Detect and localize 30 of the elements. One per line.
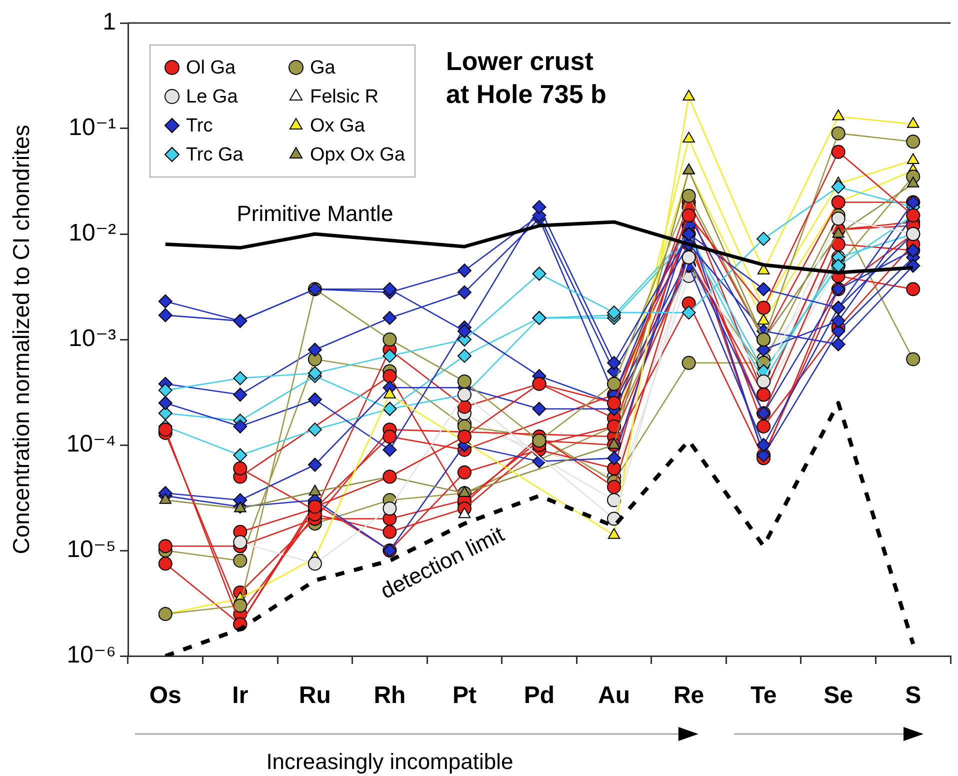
x-tick-label: S	[905, 682, 922, 710]
y-tick-label: 10⁻⁴	[66, 430, 116, 458]
y-tick-label: 10⁻⁵	[66, 536, 116, 564]
text: Increasingly incompatible	[266, 749, 514, 774]
legend-label: Le Ga	[186, 86, 238, 108]
y-tick-label: 10⁻³	[68, 325, 116, 352]
x-tick-label: Ir	[232, 682, 248, 710]
legend-label: Opx Ox Ga	[310, 144, 406, 166]
legend-label: Ol Ga	[186, 58, 236, 79]
y-axis-title: Concentration normalized to CI chondrites	[8, 124, 34, 554]
x-tick-label: Rh	[374, 682, 406, 710]
legend-label: Ox Ga	[310, 116, 366, 137]
text: Lower crust at Hole 735 b	[446, 46, 606, 110]
y-tick-label: 10⁻⁶	[66, 642, 116, 669]
x-tick-label: Ru	[298, 682, 331, 710]
x-tick-label: Os	[149, 682, 182, 710]
legend-label: Felsic R	[310, 86, 379, 108]
x-tick-label: Te	[750, 682, 777, 710]
legend-label: Trc	[186, 116, 213, 137]
y-tick-label: 10⁻¹	[68, 114, 116, 142]
x-tick-label: Au	[598, 682, 630, 710]
x-tick-label: Se	[824, 682, 854, 710]
x-tick-label: Pt	[452, 682, 476, 710]
y-tick-label: 10⁻²	[68, 220, 116, 247]
legend-label: Trc Ga	[186, 144, 244, 166]
x-tick-label: Pd	[524, 682, 555, 710]
x-tick-label: Re	[673, 682, 704, 710]
y-tick-label: 1	[102, 8, 116, 36]
legend-label: Ga	[310, 58, 336, 79]
series-label: Primitive Mantle	[236, 201, 394, 226]
